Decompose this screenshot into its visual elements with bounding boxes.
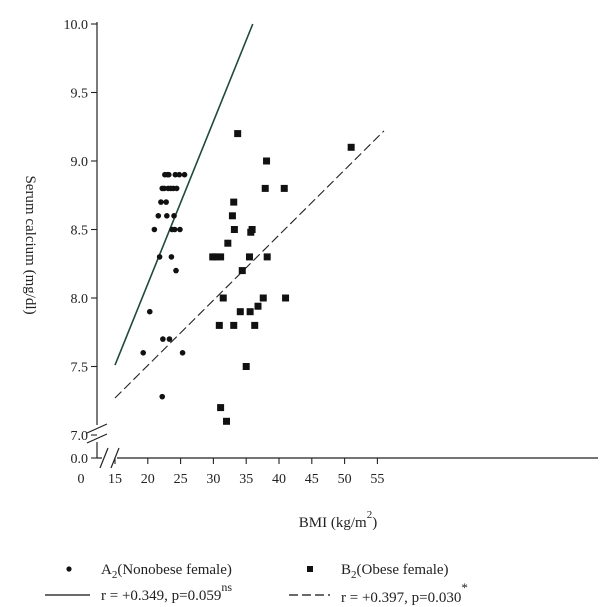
y-tick-label: 8.5	[71, 224, 89, 239]
y-axis-break-mark	[86, 433, 108, 444]
point-obese	[280, 184, 288, 192]
point-nonobese	[155, 213, 162, 219]
point-obese	[347, 143, 355, 151]
point-obese	[211, 253, 219, 261]
x-axis-title: BMI (kg/m2)	[299, 509, 377, 531]
point-obese	[238, 267, 246, 275]
point-nonobese	[173, 267, 179, 274]
point-nonobese	[176, 171, 183, 178]
point-nonobese	[156, 254, 163, 260]
point-nonobese	[166, 336, 173, 342]
point-obese	[263, 157, 271, 165]
fit-line-obese	[114, 130, 385, 399]
point-nonobese	[168, 254, 175, 260]
point-nonobese	[158, 199, 164, 205]
point-obese	[263, 253, 271, 261]
legend-circle-marker	[66, 566, 72, 572]
x-axis-break-mark	[99, 447, 109, 469]
point-nonobese	[151, 226, 158, 233]
legend-label-dashed-stat: r = +0.397, p=0.030*	[341, 580, 468, 606]
fit-line-nonobese	[114, 23, 254, 366]
ticks-layer: 0 15 20 25 30 35 40 45 50 55 0.0 7.0 7.5 8.0 8.5 9.0 9.5…	[64, 18, 385, 487]
x-tick-label: 40	[272, 472, 286, 487]
point-obese	[230, 321, 238, 329]
point-nonobese	[171, 213, 177, 219]
point-obese	[217, 253, 225, 261]
x-tick-label: 25	[174, 472, 188, 487]
fit-lines-layer	[114, 23, 385, 399]
y-axis-break-mark	[86, 423, 108, 434]
x-tick-label: 30	[206, 472, 220, 487]
legend: A2(Nonobese female) B2(Obese female) r =…	[45, 562, 468, 606]
x-tick-label: 0	[78, 472, 85, 487]
point-obese	[254, 302, 262, 310]
y-axis-title: Serum calcium (mg/dl)	[22, 175, 38, 314]
axes-layer	[86, 22, 598, 469]
y-tick-label: 0.0	[71, 452, 89, 467]
points-layer	[140, 130, 355, 425]
point-nonobese	[140, 350, 147, 356]
x-tick-label: 45	[305, 472, 319, 487]
point-nonobese	[181, 171, 188, 178]
point-nonobese	[177, 226, 183, 233]
point-nonobese	[171, 226, 178, 233]
point-obese	[224, 239, 232, 247]
point-obese	[230, 198, 238, 206]
y-tick-label: 9.5	[71, 87, 89, 102]
point-obese	[223, 417, 231, 425]
point-obese	[248, 226, 256, 233]
point-obese	[230, 226, 238, 233]
point-obese	[246, 308, 254, 316]
legend-label-solid-stat: r = +0.349, p=0.059ns	[101, 580, 232, 604]
point-nonobese	[165, 171, 172, 178]
point-obese	[259, 294, 267, 302]
point-obese	[234, 130, 242, 138]
point-obese	[228, 212, 236, 220]
point-nonobese	[164, 213, 170, 219]
point-nonobese	[159, 393, 166, 400]
point-obese	[251, 321, 259, 329]
y-tick-label: 7.5	[71, 361, 89, 376]
legend-label-a2: A2(Nonobese female)	[101, 562, 232, 581]
x-tick-label: 50	[338, 472, 352, 487]
point-nonobese	[161, 185, 167, 192]
point-nonobese	[163, 199, 169, 205]
point-obese	[236, 308, 244, 316]
point-nonobese	[179, 350, 186, 356]
y-tick-label: 8.0	[71, 292, 89, 307]
legend-label-b2: B2(Obese female)	[341, 562, 449, 581]
x-tick-label: 20	[141, 472, 155, 487]
point-obese	[245, 253, 253, 261]
point-nonobese	[146, 308, 153, 315]
point-obese	[261, 184, 269, 192]
legend-square-marker	[307, 566, 313, 572]
point-nonobese	[173, 185, 180, 192]
x-tick-label: 15	[108, 472, 122, 487]
point-obese	[215, 321, 223, 329]
y-tick-label: 9.0	[71, 155, 89, 170]
point-obese	[219, 294, 227, 302]
point-nonobese	[172, 171, 179, 178]
x-tick-label: 55	[370, 472, 384, 487]
point-obese	[242, 363, 250, 370]
y-tick-label: 7.0	[71, 429, 89, 444]
point-obese	[282, 294, 290, 302]
point-obese	[217, 404, 225, 412]
y-tick-label: 10.0	[64, 18, 89, 33]
point-nonobese	[160, 336, 166, 342]
x-tick-label: 35	[239, 472, 253, 487]
